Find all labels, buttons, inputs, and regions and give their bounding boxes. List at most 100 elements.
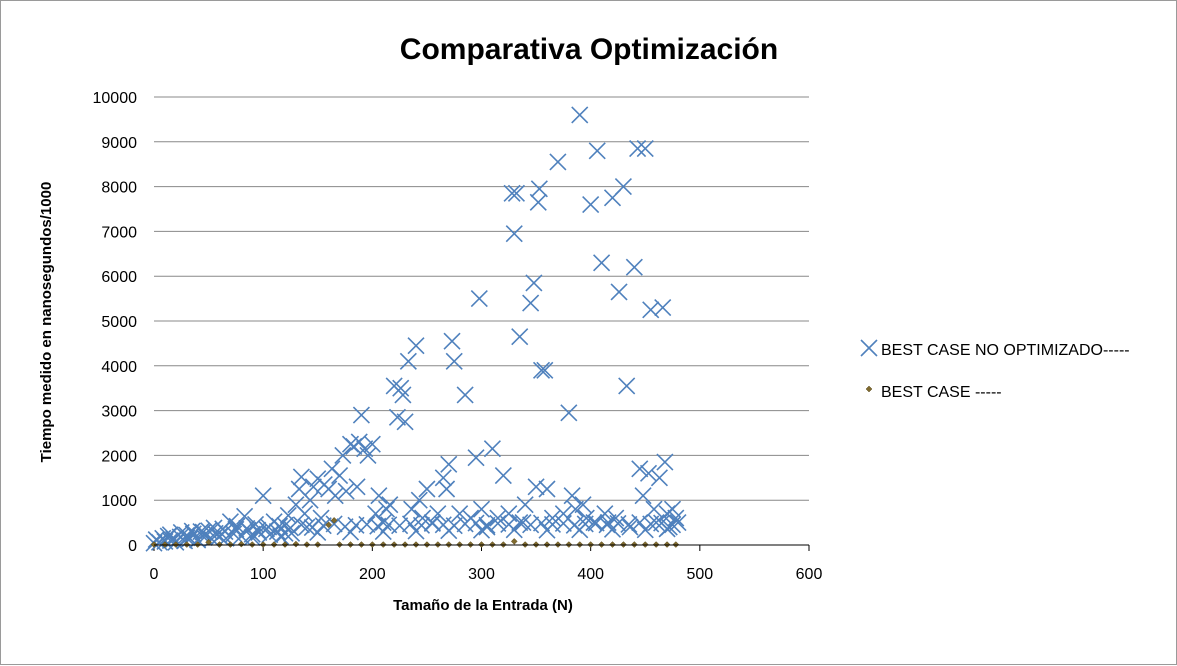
y-tick-label: 6000 (101, 269, 137, 286)
y-tick-label: 1000 (101, 493, 137, 510)
data-point-x-marker (298, 518, 316, 536)
data-point-x-marker (530, 180, 548, 198)
data-point-x-marker (536, 361, 554, 379)
data-point-x-marker (566, 500, 584, 518)
data-point-x-marker (507, 184, 525, 202)
data-point-x-marker (440, 455, 458, 473)
data-point-x-marker (407, 337, 425, 355)
data-point-x-marker (642, 301, 660, 319)
data-point-x-marker (538, 521, 556, 539)
x-tick-label: 0 (150, 566, 159, 583)
data-point-x-marker (472, 521, 491, 539)
y-tick-label: 5000 (101, 314, 137, 331)
data-point-x-marker (621, 518, 639, 536)
chart-title: Comparativa Optimización (400, 33, 778, 66)
data-point-x-marker (374, 522, 392, 541)
y-tick-label: 2000 (101, 448, 137, 465)
data-point-x-marker (348, 478, 366, 496)
data-point-x-marker (341, 523, 360, 541)
data-point-x-marker (654, 298, 672, 317)
data-point-x-marker (276, 516, 294, 534)
data-point-x-marker (549, 153, 567, 171)
data-point-x-marker (494, 466, 512, 485)
data-point-x-marker (268, 522, 286, 541)
data-point-x-marker (410, 491, 428, 509)
data-point-x-marker (636, 521, 654, 539)
data-point-x-marker (331, 466, 349, 485)
data-point-x-marker (377, 500, 396, 518)
data-point-x-marker (396, 413, 414, 431)
data-point-x-marker (483, 440, 501, 458)
data-point-x-marker (178, 529, 196, 547)
data-point-x-marker (434, 469, 452, 487)
data-point-x-marker (663, 500, 682, 518)
data-point-x-marker (554, 514, 572, 533)
data-point-x-marker (587, 514, 605, 532)
data-point-x-marker (292, 468, 310, 486)
data-point-x-marker (456, 386, 474, 404)
data-point-x-marker (522, 516, 540, 534)
data-point-x-marker (243, 525, 261, 543)
legend-label-best-case: BEST CASE ----- (881, 384, 1002, 401)
data-point-x-marker (399, 352, 417, 370)
data-point-x-marker (270, 517, 289, 535)
data-point-x-marker (571, 106, 589, 124)
data-point-x-marker (334, 446, 352, 464)
data-point-x-marker (370, 487, 388, 505)
y-tick-label: 0 (128, 538, 137, 555)
data-point-x-marker (440, 522, 458, 540)
data-point-x-marker (309, 523, 327, 542)
legend-marker-no-optimizado (860, 339, 878, 357)
data-point-x-marker (563, 487, 581, 505)
data-point-x-marker (325, 515, 343, 533)
legend-marker-best-case (865, 385, 873, 393)
data-point-x-marker (529, 193, 547, 211)
series-no-optimizado (145, 106, 687, 552)
data-point-x-marker (663, 516, 682, 534)
data-point-x-marker (631, 460, 649, 478)
data-point-x-marker (625, 258, 643, 276)
data-point-x-marker (210, 527, 229, 545)
data-point-x-marker (560, 404, 578, 422)
data-point-x-marker (538, 480, 556, 498)
data-point-x-marker (352, 406, 370, 424)
data-point-x-marker (326, 487, 344, 505)
data-point-x-marker (618, 377, 636, 395)
data-point-x-marker (292, 516, 310, 534)
y-tick-label: 3000 (101, 404, 137, 421)
data-point-diamond (237, 540, 245, 548)
data-point-x-marker (451, 505, 469, 523)
data-point-x-marker (571, 521, 589, 539)
data-point-x-marker (282, 524, 301, 542)
data-point-x-marker (532, 361, 551, 379)
y-tick-labels: 0 1000 2000 3000 4000 5000 6000 7000 8000 9000 100… (93, 90, 138, 555)
legend-diamond-marker (865, 385, 873, 393)
x-tick-label: 200 (359, 566, 386, 583)
data-point-x-marker (588, 142, 606, 160)
data-point-x-marker (443, 332, 461, 350)
data-point-x-marker (489, 509, 507, 527)
data-point-x-marker (407, 522, 425, 540)
data-point-diamond (510, 538, 518, 545)
y-tick-label: 9000 (101, 135, 137, 152)
data-point-x-marker (194, 523, 212, 541)
y-tick-label: 4000 (101, 359, 137, 376)
data-point-x-marker (413, 509, 432, 527)
y-tick-label: 8000 (101, 180, 137, 197)
data-point-x-marker (470, 290, 488, 308)
data-point-x-marker (503, 184, 521, 202)
data-point-x-marker (429, 505, 447, 523)
data-point-x-marker (656, 453, 674, 471)
data-point-x-marker (511, 514, 529, 532)
data-point-x-marker (505, 521, 523, 539)
legend-label-no-optimizado: BEST CASE NO OPTIMIZADO----- (881, 342, 1130, 359)
data-point-x-marker (614, 178, 632, 196)
y-tick-label: 7000 (101, 224, 137, 241)
data-point-x-marker (358, 515, 376, 533)
data-point-x-marker (639, 464, 658, 482)
data-point-diamond (325, 521, 333, 529)
y-axis-label: Tiempo medido en nanosegundos/1000 (38, 182, 55, 463)
data-point-x-marker (669, 514, 687, 532)
